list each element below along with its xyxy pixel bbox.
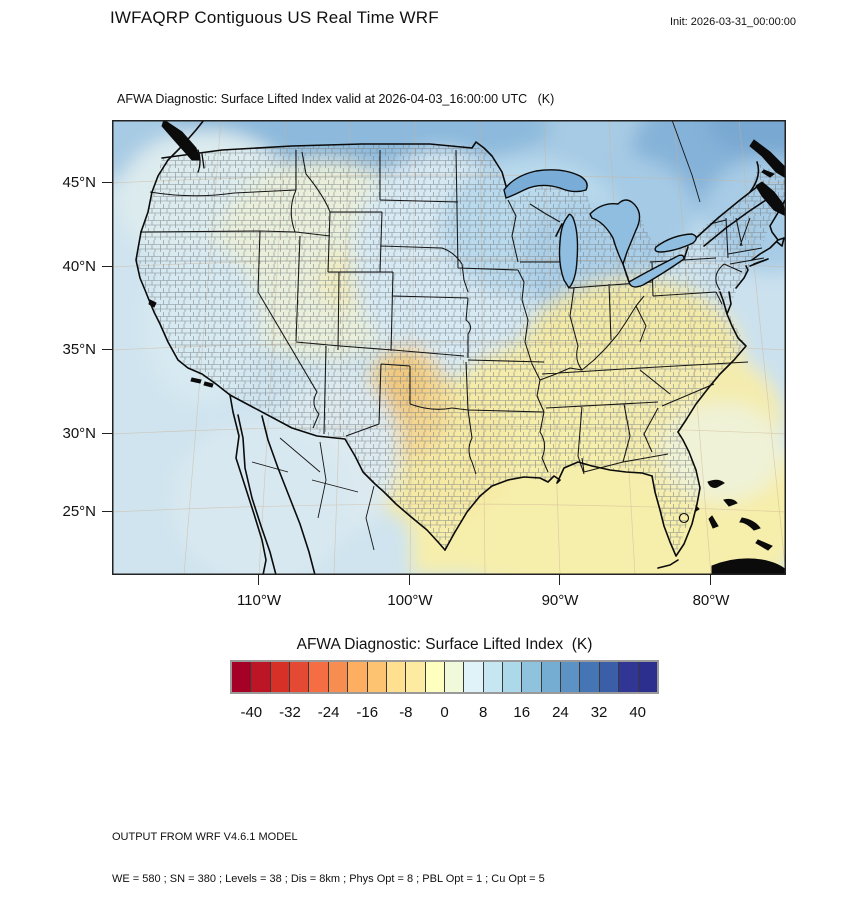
colorbar-segment bbox=[503, 662, 523, 692]
colorbar-segment bbox=[367, 662, 387, 692]
colorbar-segment bbox=[328, 662, 349, 692]
colorbar-segment bbox=[522, 662, 542, 692]
wrf-plot-page: { "header": { "title": "IWFAQRP Contiguo… bbox=[62, 8, 796, 885]
colorbar-segment bbox=[386, 662, 407, 692]
lon-tick-label: 90°W bbox=[541, 592, 579, 609]
colorbar-segment bbox=[599, 662, 620, 692]
colorbar-tick-label: 24 bbox=[552, 704, 569, 721]
colorbar-segment bbox=[580, 662, 600, 692]
colorbar-tick-label: -16 bbox=[356, 704, 379, 721]
lat-tick-label: 40°N bbox=[62, 258, 96, 275]
colorbar-segment bbox=[619, 662, 639, 692]
colorbar-segment bbox=[483, 662, 504, 692]
islands bbox=[148, 120, 786, 575]
page-title: IWFAQRP Contiguous US Real Time WRF bbox=[110, 8, 439, 27]
lon-tick bbox=[258, 575, 260, 585]
colorbar-segment bbox=[541, 662, 562, 692]
lat-tick bbox=[102, 433, 112, 435]
lat-tick-label: 45°N bbox=[62, 174, 96, 191]
colorbar-segment bbox=[638, 662, 657, 692]
colorbar-segment bbox=[309, 662, 329, 692]
map-border bbox=[112, 120, 786, 575]
lat-tick-label: 35°N bbox=[62, 341, 96, 358]
state-borders bbox=[139, 120, 765, 551]
lon-tick-label: 80°W bbox=[692, 592, 730, 609]
colorbar-segment bbox=[561, 662, 581, 692]
colorbar-segment bbox=[251, 662, 271, 692]
lat-tick-label: 30°N bbox=[62, 425, 96, 442]
colorbar-tick-label: 16 bbox=[513, 704, 531, 721]
colorbar bbox=[230, 660, 659, 694]
lat-tick-label: 25°N bbox=[62, 503, 96, 520]
footer-line1: OUTPUT FROM WRF V4.6.1 MODEL bbox=[112, 831, 298, 843]
colorbar-segment bbox=[406, 662, 426, 692]
lat-tick bbox=[102, 182, 112, 184]
colorbar-tick-label: 0 bbox=[440, 704, 449, 721]
lat-tick bbox=[102, 266, 112, 268]
coastline bbox=[135, 120, 786, 575]
colorbar-tick-label: -24 bbox=[317, 704, 340, 721]
colorbar-title: AFWA Diagnostic: Surface Lifted Index (K… bbox=[296, 636, 593, 653]
lon-tick-label: 110°W bbox=[236, 592, 282, 609]
lat-tick bbox=[102, 511, 112, 513]
colorbar-tick-label: -8 bbox=[399, 704, 413, 721]
colorbar-segment bbox=[270, 662, 291, 692]
colorbar-tick-label: -32 bbox=[279, 704, 301, 721]
lon-tick bbox=[710, 575, 712, 585]
colorbar-segment bbox=[232, 662, 252, 692]
colorbar-tick-label: 32 bbox=[590, 704, 608, 721]
colorbar-tick-label: 40 bbox=[629, 704, 647, 721]
init-time-label: Init: 2026-03-31_00:00:00 bbox=[670, 16, 796, 28]
colorbar-tick-label: 8 bbox=[478, 704, 488, 721]
colorbar-segment bbox=[464, 662, 484, 692]
map-subtitle: AFWA Diagnostic: Surface Lifted Index va… bbox=[117, 92, 555, 106]
lat-tick bbox=[102, 349, 112, 351]
lon-tick bbox=[409, 575, 411, 585]
conus-map bbox=[112, 120, 786, 575]
lon-tick-label: 100°W bbox=[387, 592, 433, 609]
colorbar-tick-label: -40 bbox=[240, 704, 263, 721]
great-lakes bbox=[503, 169, 697, 289]
map-canvas bbox=[112, 120, 786, 575]
lon-tick bbox=[559, 575, 561, 585]
colorbar-segment bbox=[348, 662, 368, 692]
footer-model-info: OUTPUT FROM WRF V4.6.1 MODEL WE = 580 ; … bbox=[112, 802, 545, 900]
colorbar-segment bbox=[290, 662, 310, 692]
colorbar-segment bbox=[425, 662, 445, 692]
footer-line2: WE = 580 ; SN = 380 ; Levels = 38 ; Dis … bbox=[112, 873, 545, 885]
colorbar-segment bbox=[444, 662, 465, 692]
